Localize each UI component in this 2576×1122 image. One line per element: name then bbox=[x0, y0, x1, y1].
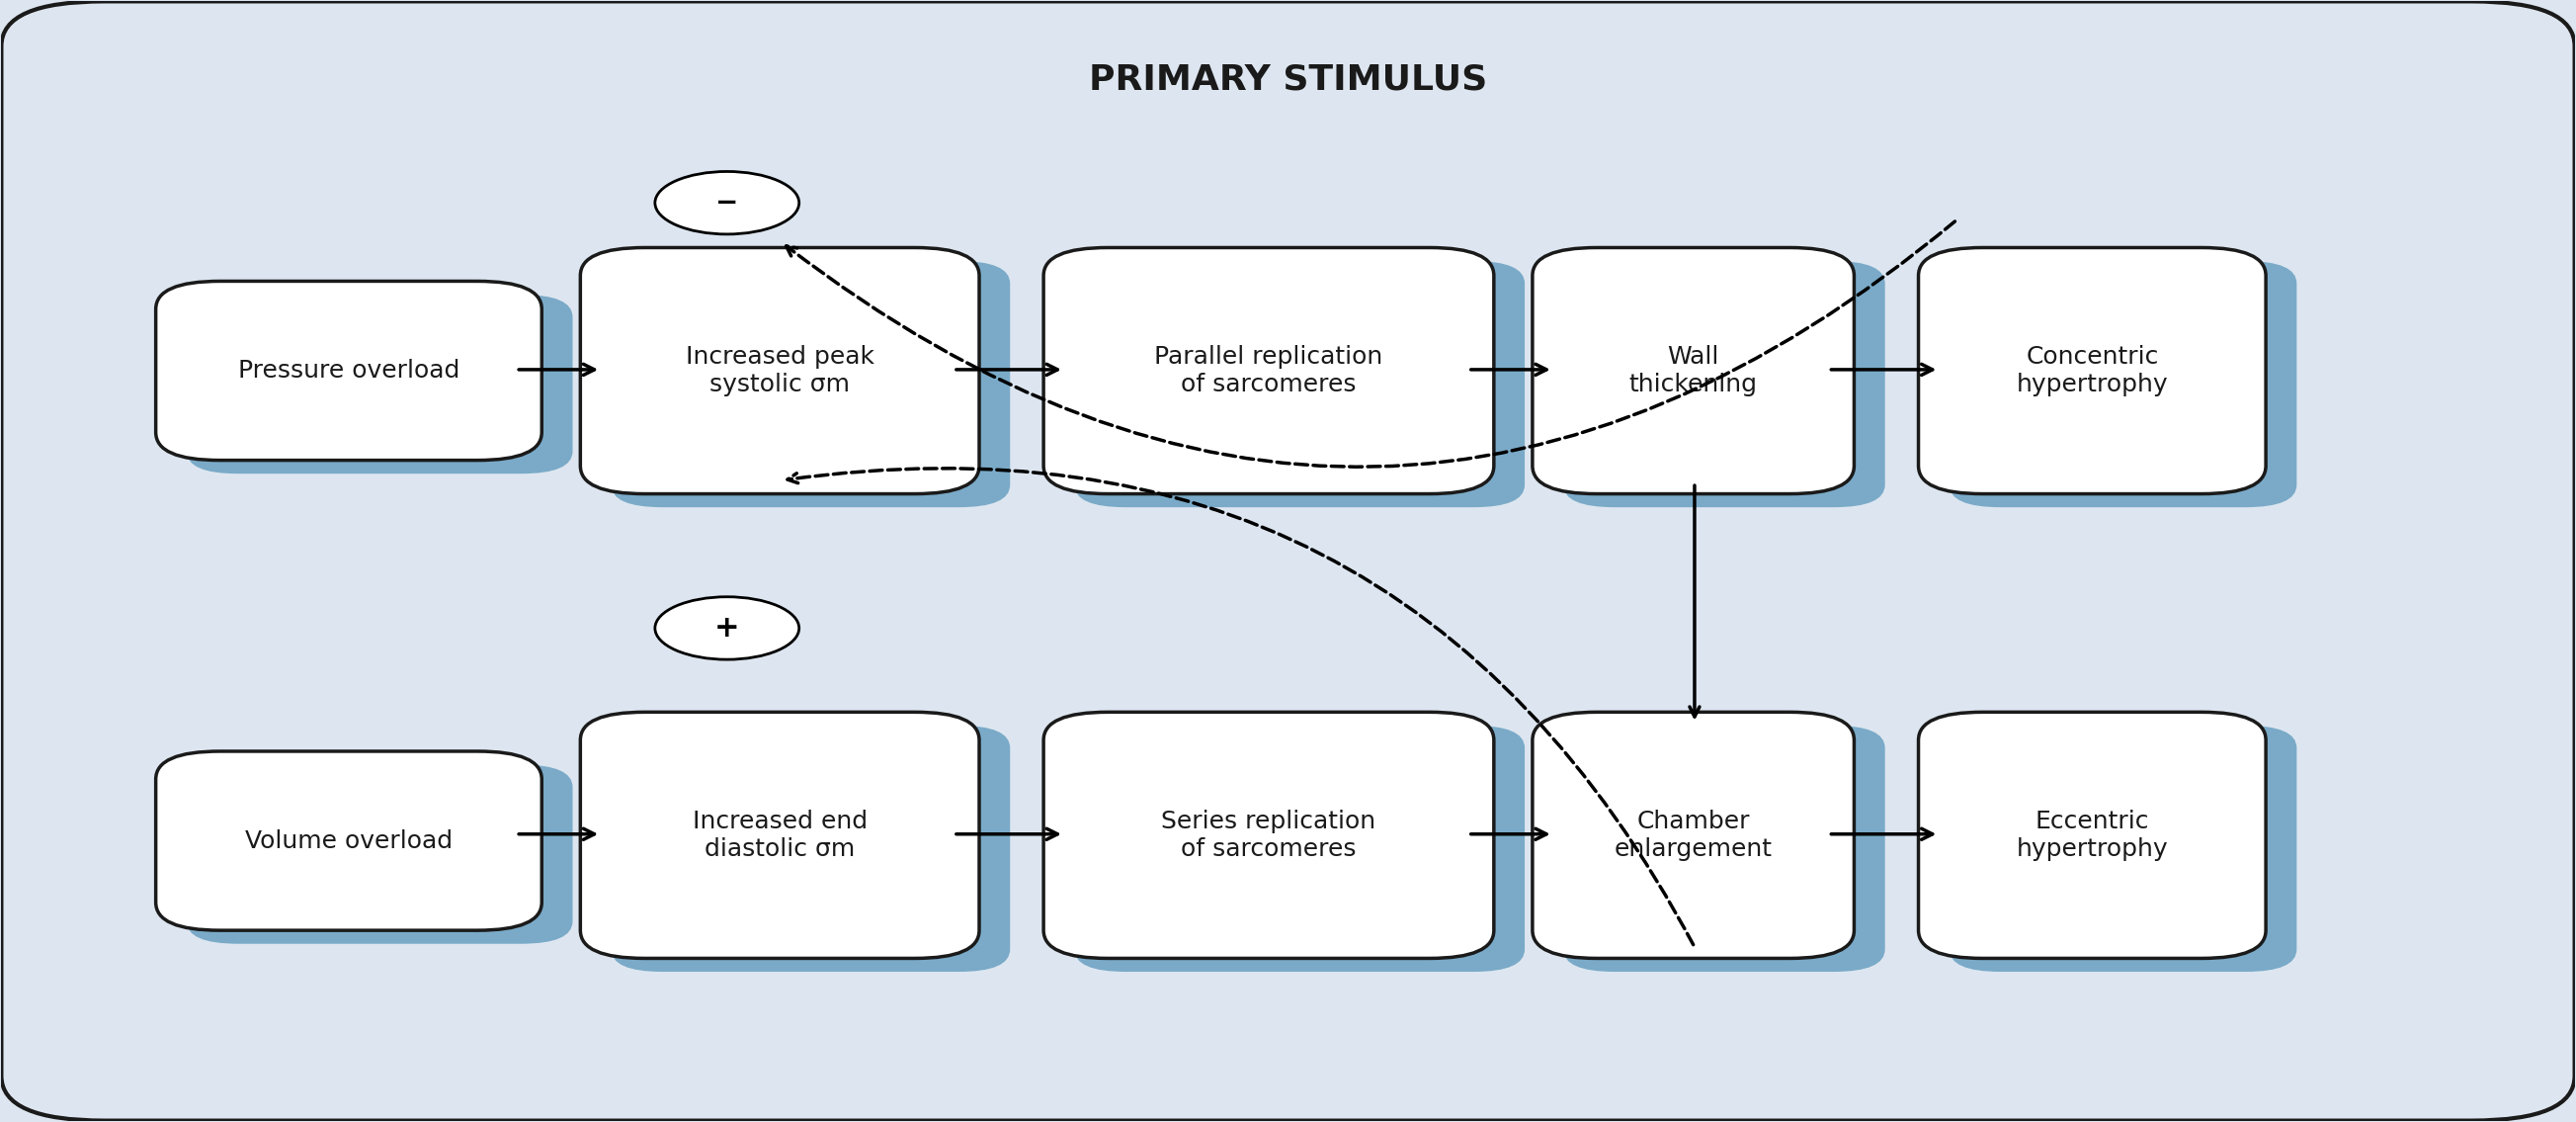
FancyBboxPatch shape bbox=[185, 765, 572, 944]
FancyArrowPatch shape bbox=[786, 221, 1955, 467]
FancyBboxPatch shape bbox=[1074, 261, 1525, 507]
FancyBboxPatch shape bbox=[1919, 712, 2267, 958]
Text: Increased end
diastolic σm: Increased end diastolic σm bbox=[693, 810, 868, 861]
FancyBboxPatch shape bbox=[1564, 726, 1886, 972]
Text: Pressure overload: Pressure overload bbox=[237, 359, 459, 383]
Text: Series replication
of sarcomeres: Series replication of sarcomeres bbox=[1162, 810, 1376, 861]
FancyBboxPatch shape bbox=[1950, 726, 2298, 972]
FancyBboxPatch shape bbox=[1533, 248, 1855, 494]
FancyBboxPatch shape bbox=[3, 1, 2573, 1121]
Text: Chamber
enlargement: Chamber enlargement bbox=[1615, 810, 1772, 861]
FancyBboxPatch shape bbox=[1074, 726, 1525, 972]
FancyBboxPatch shape bbox=[155, 282, 541, 460]
FancyBboxPatch shape bbox=[155, 752, 541, 930]
Text: PRIMARY STIMULUS: PRIMARY STIMULUS bbox=[1090, 63, 1486, 96]
FancyBboxPatch shape bbox=[1564, 261, 1886, 507]
Text: Increased peak
systolic σm: Increased peak systolic σm bbox=[685, 346, 873, 396]
FancyArrowPatch shape bbox=[1690, 486, 1700, 717]
Text: Eccentric
hypertrophy: Eccentric hypertrophy bbox=[2017, 810, 2169, 861]
FancyBboxPatch shape bbox=[1950, 261, 2298, 507]
FancyBboxPatch shape bbox=[580, 712, 979, 958]
Text: Wall
thickening: Wall thickening bbox=[1628, 346, 1757, 396]
FancyBboxPatch shape bbox=[185, 295, 572, 473]
FancyBboxPatch shape bbox=[1533, 712, 1855, 958]
FancyBboxPatch shape bbox=[1043, 248, 1494, 494]
Text: −: − bbox=[716, 188, 739, 217]
FancyBboxPatch shape bbox=[580, 248, 979, 494]
Text: Parallel replication
of sarcomeres: Parallel replication of sarcomeres bbox=[1154, 346, 1383, 396]
Text: Concentric
hypertrophy: Concentric hypertrophy bbox=[2017, 346, 2169, 396]
Text: +: + bbox=[714, 614, 739, 643]
Text: Volume overload: Volume overload bbox=[245, 829, 453, 853]
FancyBboxPatch shape bbox=[611, 261, 1010, 507]
FancyBboxPatch shape bbox=[1919, 248, 2267, 494]
FancyArrowPatch shape bbox=[788, 468, 1692, 945]
FancyBboxPatch shape bbox=[611, 726, 1010, 972]
Circle shape bbox=[654, 172, 799, 234]
Circle shape bbox=[654, 597, 799, 660]
FancyBboxPatch shape bbox=[1043, 712, 1494, 958]
